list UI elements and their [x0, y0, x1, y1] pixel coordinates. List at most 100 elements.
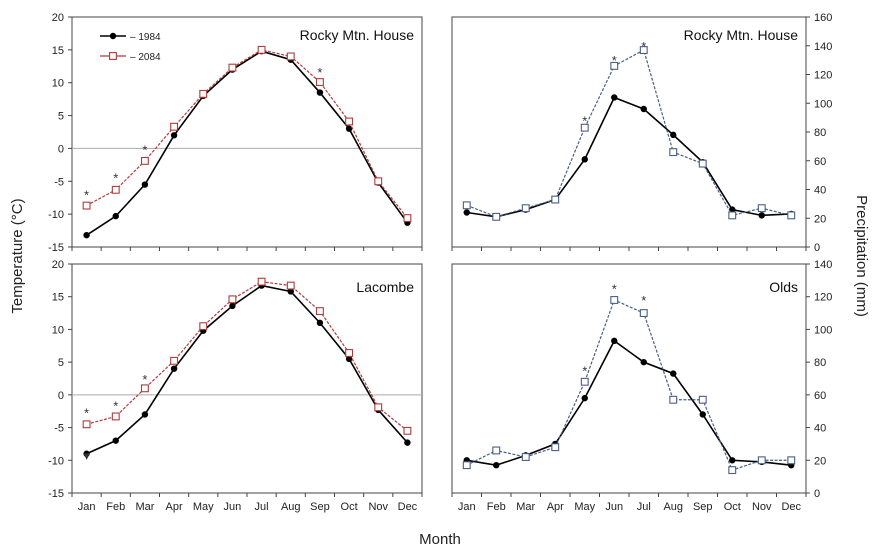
- data-point-2084: [199, 89, 208, 98]
- significance-mark: *: [142, 372, 147, 387]
- data-point-2084: [669, 395, 678, 404]
- data-point-2084: [286, 281, 295, 290]
- x-tick-label: Aug: [663, 501, 683, 513]
- data-point-1984: [729, 206, 736, 213]
- x-tick-label: Oct: [724, 501, 741, 513]
- data-point-2084: [639, 309, 648, 318]
- x-tick-label: Mar: [135, 501, 154, 513]
- y-tick-label: 80: [814, 127, 826, 139]
- x-axis-label: Month: [419, 531, 461, 548]
- panel-4: 0 20 40 60 80 100 120 140 Jan Feb Mar Apr May Jun Jul A…: [451, 259, 832, 513]
- legend-marker-1984: [109, 32, 117, 40]
- data-point-2084: [170, 356, 179, 365]
- y-tick-label: 60: [814, 156, 826, 168]
- data-point-2084: [82, 420, 91, 429]
- y-tick-label: -5: [54, 176, 64, 188]
- data-point-2084: [315, 78, 324, 87]
- data-point-1984: [170, 365, 178, 372]
- series-line-2084: [466, 49, 792, 218]
- plot-frame: [451, 16, 807, 248]
- data-point-2084: [462, 201, 471, 210]
- data-point-2084: [580, 377, 589, 386]
- y-tick-label: -5: [54, 423, 64, 435]
- panel-title: Rocky Mtn. House: [684, 27, 799, 43]
- data-point-2084: [787, 211, 796, 220]
- data-point-2084: [315, 307, 324, 316]
- data-point-2084: [345, 349, 354, 357]
- y-tick-label: 5: [58, 111, 64, 123]
- data-point-1984: [581, 156, 588, 163]
- data-point-2084: [580, 123, 589, 132]
- data-point-2084: [228, 295, 237, 304]
- significance-mark: ▾: [83, 448, 90, 463]
- y-tick-label: -10: [48, 209, 64, 221]
- panel-1: -15 -10 -5 0 5 10 15 20 * * * * Rocky Mtn. House – 19…: [48, 12, 423, 254]
- y-tick-label: 140: [814, 259, 832, 271]
- data-point-2084: [374, 177, 383, 186]
- x-tick-label: Nov: [368, 501, 388, 513]
- y-tick-label: 0: [814, 242, 820, 254]
- significance-mark: *: [641, 39, 646, 54]
- data-point-1984: [345, 355, 353, 363]
- significance-mark: *: [582, 363, 587, 378]
- data-point-2084: [257, 277, 266, 286]
- y-tick-label: 160: [814, 12, 832, 24]
- data-point-1984: [287, 288, 294, 295]
- x-tick-label: Oct: [341, 501, 358, 513]
- data-point-2084: [521, 204, 530, 213]
- y-tick-label: 20: [52, 259, 64, 271]
- panel-title: Olds: [769, 279, 798, 295]
- legend: – 1984 – 2084: [100, 32, 161, 63]
- legend-label-2084: – 2084: [130, 52, 161, 63]
- data-point-1984: [112, 437, 119, 444]
- y-tick-label: 120: [814, 292, 832, 304]
- series-line-2084: [466, 299, 792, 471]
- data-point-1984: [758, 212, 765, 219]
- data-point-1984: [611, 94, 618, 101]
- x-tick-label: Sep: [310, 501, 330, 513]
- data-point-2084: [199, 322, 208, 331]
- x-tick-label: Dec: [398, 501, 418, 513]
- data-point-2084: [111, 185, 120, 194]
- data-point-2084: [610, 61, 619, 70]
- data-point-1984: [141, 411, 149, 418]
- y-tick-label: -15: [48, 488, 64, 500]
- data-point-2084: [787, 456, 796, 465]
- series-line-1984: [86, 50, 409, 236]
- data-point-2084: [403, 214, 412, 223]
- data-point-1984: [493, 461, 500, 469]
- significance-mark: *: [612, 282, 617, 297]
- x-tick-label: Sep: [693, 501, 713, 513]
- data-point-2084: [757, 204, 766, 213]
- panel-title: Rocky Mtn. House: [300, 27, 415, 43]
- series-line-2084: [86, 281, 408, 432]
- data-point-2084: [140, 156, 149, 165]
- y-tick-label: 20: [52, 12, 64, 24]
- panel-3: -15 -10 -5 0 5 10 15 20 Jan Feb Mar Apr May Jun Jul Aug…: [48, 259, 423, 513]
- data-point-2084: [140, 384, 149, 393]
- data-point-1984: [699, 411, 706, 418]
- data-point-2084: [521, 453, 530, 461]
- panel-2: 0 20 40 60 80 100 120 140 160 * * * Rocky Mtn. House: [451, 12, 832, 254]
- y-tick-label: 60: [814, 390, 826, 402]
- data-point-2084: [757, 456, 766, 465]
- data-point-1984: [345, 125, 353, 132]
- significance-mark: *: [641, 293, 646, 308]
- legend-label-1984: – 1984: [130, 32, 161, 43]
- x-tick-label: Jun: [224, 501, 242, 513]
- x-tick-label: Mar: [516, 501, 535, 513]
- data-point-2084: [551, 443, 560, 452]
- y-tick-label: 100: [814, 324, 832, 336]
- data-point-1984: [170, 132, 178, 139]
- data-point-1984: [112, 212, 119, 220]
- data-point-2084: [403, 426, 412, 435]
- y-tick-label: 80: [814, 357, 826, 369]
- y-tick-label: 15: [52, 45, 64, 57]
- data-point-2084: [257, 45, 266, 54]
- data-point-2084: [492, 212, 501, 221]
- data-point-1984: [83, 231, 90, 239]
- x-tick-label: Dec: [781, 501, 801, 513]
- data-point-2084: [698, 159, 707, 168]
- panel-title: Lacombe: [356, 279, 414, 295]
